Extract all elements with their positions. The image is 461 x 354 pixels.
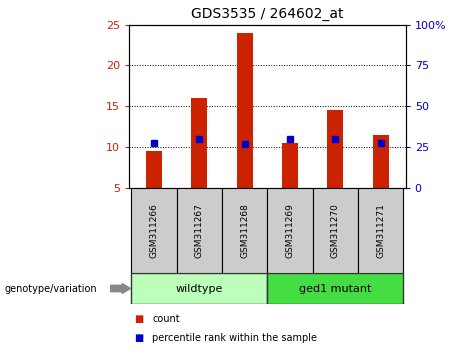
Text: GSM311267: GSM311267 (195, 202, 204, 258)
Bar (131, 273, 267, 304)
Text: count: count (152, 314, 180, 324)
Bar (267, 188, 313, 273)
Text: ■: ■ (134, 333, 143, 343)
Text: ged1 mutant: ged1 mutant (299, 284, 372, 293)
Bar (237, 33, 253, 188)
Title: GDS3535 / 264602_at: GDS3535 / 264602_at (191, 7, 343, 21)
Text: ■: ■ (134, 314, 143, 324)
Text: GSM311270: GSM311270 (331, 202, 340, 258)
Bar (313, 188, 358, 273)
Bar (358, 188, 403, 273)
Bar (327, 110, 343, 188)
Bar (191, 98, 207, 188)
Text: wildtype: wildtype (176, 284, 223, 293)
Bar (373, 135, 389, 188)
Bar (146, 151, 162, 188)
Bar (131, 188, 177, 273)
Bar (177, 188, 222, 273)
Bar (282, 143, 298, 188)
Bar (267, 273, 403, 304)
Text: GSM311271: GSM311271 (376, 202, 385, 258)
Bar (222, 188, 267, 273)
Text: GSM311266: GSM311266 (149, 202, 159, 258)
Text: GSM311268: GSM311268 (240, 202, 249, 258)
Text: genotype/variation: genotype/variation (5, 284, 97, 293)
Text: GSM311269: GSM311269 (285, 202, 295, 258)
Text: percentile rank within the sample: percentile rank within the sample (152, 333, 317, 343)
